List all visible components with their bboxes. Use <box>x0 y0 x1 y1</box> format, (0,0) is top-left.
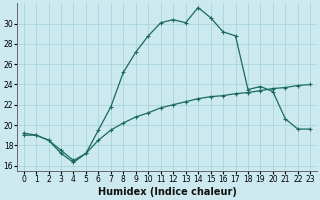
X-axis label: Humidex (Indice chaleur): Humidex (Indice chaleur) <box>98 187 236 197</box>
